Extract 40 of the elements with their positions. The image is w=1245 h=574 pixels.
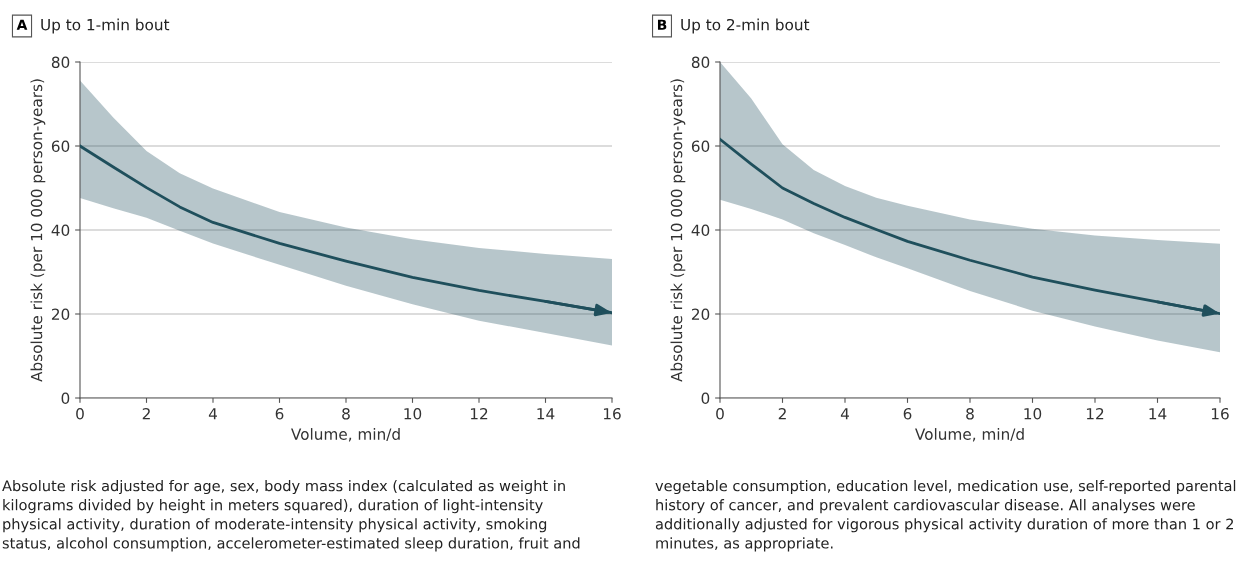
y-tick-label: 20 (51, 308, 70, 321)
y-axis-title: Absolute risk (per 10 000 person-years) (670, 79, 686, 382)
x-tick-label: 2 (142, 407, 150, 420)
x-tick-label: 8 (966, 407, 974, 420)
y-tick-label: 60 (51, 140, 70, 153)
x-tick-label: 4 (208, 408, 217, 420)
x-tick-label: 10 (1024, 407, 1042, 420)
x-axis-title: Volume, min/d (291, 428, 400, 442)
x-tick-label: 6 (903, 407, 912, 420)
y-axis-title: Absolute risk (per 10 000 person-years) (30, 79, 46, 382)
line-series (80, 144, 612, 315)
chart-title: Up to 2-min bout (681, 18, 810, 34)
text: A (16, 19, 28, 30)
x-axis-title: Volume, min/d (915, 428, 1024, 442)
x-tick-label: 16 (1211, 407, 1229, 420)
y-tick-label: 40 (51, 224, 70, 237)
x-tick-label: 12 (470, 407, 488, 420)
text: B (657, 19, 667, 30)
text: vegetable consumption, education level, medication use, self-reported parental history of cancer, and prevalent cardiovascular disease. All analyses were additionally adjusted for vigorous physical activity duration of more than 1 or 2 minutes, as appropriate. (655, 480, 1236, 552)
x-tick-label: 0 (76, 407, 84, 420)
y-tick-label: 0 (61, 392, 70, 405)
x-tick-label: 12 (1086, 407, 1104, 420)
y-tick-label: 60 (691, 140, 710, 153)
chart-title: Up to 1-min bout (41, 18, 170, 34)
x-tick-label: 4 (840, 408, 849, 420)
x-tick-label: 2 (778, 407, 786, 420)
x-tick-label: 14 (1149, 408, 1167, 420)
y-tick-label: 80 (691, 56, 710, 69)
x-tick-label: 14 (537, 408, 555, 420)
y-tick-label: 20 (691, 308, 710, 321)
x-tick-label: 0 (716, 407, 724, 420)
y-tick-label: 80 (51, 56, 70, 69)
x-tick-label: 10 (404, 407, 422, 420)
x-tick-label: 8 (342, 407, 350, 420)
x-tick-label: 16 (603, 407, 621, 420)
y-tick-label: 0 (701, 392, 710, 405)
y-tick-label: 40 (691, 224, 710, 237)
line-series (720, 137, 1220, 315)
text: Absolute risk adjusted for age, sex, body mass index (calculated as weight in kilograms divided by height in meters squared), duration of light-intensity physical activity, duration of moderate-intensity physical activity, smoking status, alcohol consumption, accelerometer-estimated sleep duration, fruit and (2, 480, 580, 552)
x-tick-label: 6 (275, 407, 284, 420)
